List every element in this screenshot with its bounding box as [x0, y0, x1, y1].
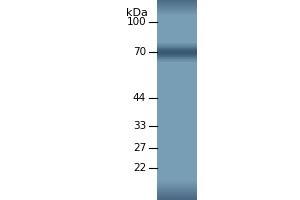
Text: 44: 44	[133, 93, 146, 103]
Text: kDa: kDa	[126, 8, 148, 18]
Text: 22: 22	[133, 163, 146, 173]
Text: 70: 70	[133, 47, 146, 57]
Text: 27: 27	[133, 143, 146, 153]
Text: 100: 100	[126, 17, 146, 27]
Text: 33: 33	[133, 121, 146, 131]
